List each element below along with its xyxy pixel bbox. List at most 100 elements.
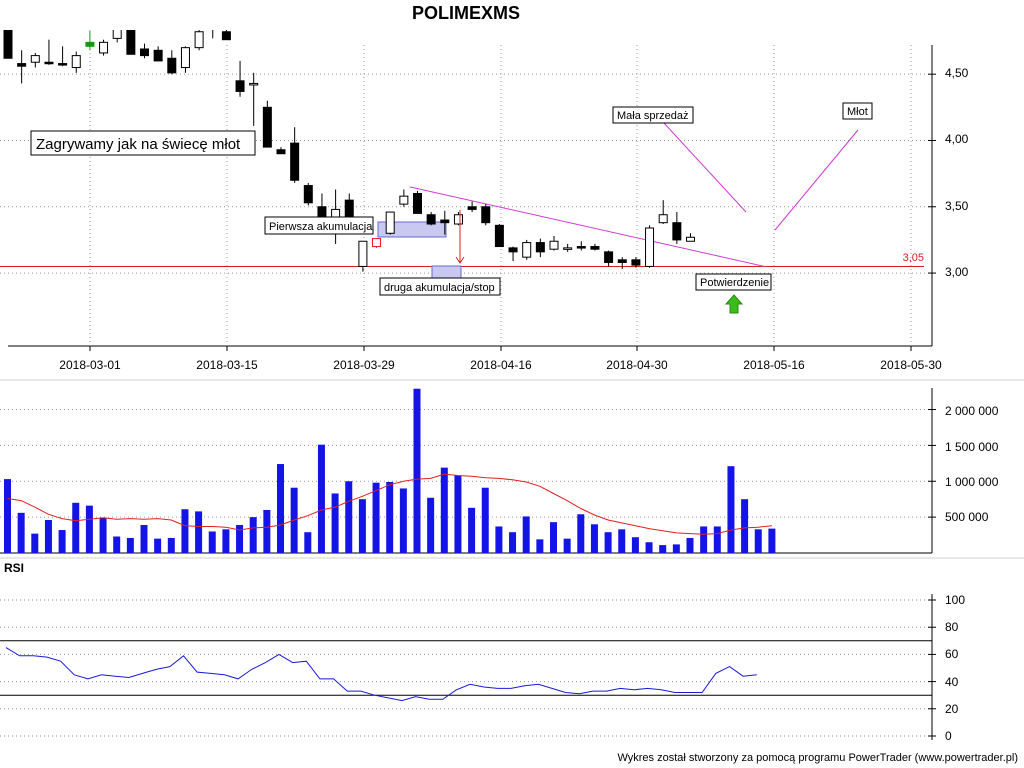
candle-body [276,149,286,155]
candle-body [658,214,668,224]
price-panel: 3,00 3,50 4,00 4,50 2018-03-01 2018-03-1… [0,21,969,372]
rsi-y-tick: 80 [945,620,959,634]
volume-bar [645,542,653,553]
price-y-tick: 3,50 [945,199,969,213]
volume-panel: 500 000 1 000 000 1 500 000 2 000 000 [0,379,1024,554]
volume-bars [4,388,776,553]
annotation-mala-sprzedaz: Mała sprzedaż [612,106,694,124]
candle-body [44,61,54,65]
rsi-grid [0,599,936,737]
annotation-druga-akumulacja: druga akumulacja/stop [379,277,501,296]
volume-bar [522,516,530,553]
annotation-zagrywamy-text: Zagrywamy jak na świecę młot [36,136,241,153]
volume-bar [304,532,312,553]
rsi-y-tick: 60 [945,647,959,661]
price-y-tick: 4,50 [945,66,969,80]
volume-bar [590,524,598,553]
accumulation-box-1 [377,221,447,238]
rsi-y-tick: 0 [945,729,952,743]
volume-bar [686,537,694,553]
volume-bar [413,388,421,553]
volume-bar [58,530,66,553]
pointer-line-mlot [774,129,859,231]
annotation-potwierdzenie: Potwierdzenie [695,273,772,291]
support-label: 3,05 [903,252,924,264]
accumulation-box-2 [431,265,462,280]
candle-body [290,142,300,181]
rsi-y-tick: 40 [945,675,959,689]
volume-y-tick: 500 000 [945,510,989,524]
candle-body [112,30,122,39]
volume-bar [427,497,435,553]
candle-body [522,242,532,258]
volume-bar [126,537,134,553]
candle-body [249,82,259,86]
annotation-zagrywamy: Zagrywamy jak na świecę młot [30,130,256,156]
rsi-title: RSI [4,561,24,575]
candle-body [631,259,641,266]
volume-bar [672,544,680,553]
volume-bar [454,475,462,553]
volume-bar [167,537,175,553]
candle-body [440,219,450,224]
rsi-levels [0,640,932,696]
volume-grid [0,409,936,518]
chart-title: POLIMEXMS [412,3,520,23]
candle-body [372,238,382,248]
volume-bar [727,466,735,553]
volume-y-tick: 1 500 000 [945,440,999,454]
volume-bar [754,529,762,553]
candle-body [153,49,163,62]
candle-body [672,222,682,241]
volume-bar [509,532,517,553]
volume-y-tick: 2 000 000 [945,404,999,418]
candle-body [549,240,559,250]
candle-body [303,185,313,204]
candle-body [167,57,177,74]
volume-bar [4,479,11,553]
volume-bar [236,525,244,553]
trendline [409,186,765,267]
candles [3,21,695,272]
candle-body [58,63,68,66]
volume-bar [563,538,571,553]
x-tick: 2018-03-29 [333,358,395,372]
volume-bar [113,536,121,553]
rsi-line [5,647,757,702]
volume-bar [372,482,380,553]
candle-body [331,208,341,218]
rsi-y-tick-labels: 0 20 40 60 80 100 [945,593,965,743]
volume-bar [222,529,230,553]
volume-bar [386,481,394,553]
volume-bar [181,509,189,553]
candle-body [481,206,491,224]
volume-bar [550,522,557,553]
rsi-panel: RSI 0 20 40 60 80 100 [0,557,1024,743]
stop-arrow-icon [455,210,465,264]
volume-bar [577,514,585,553]
volume-bar [263,509,271,553]
candle-body [604,251,614,263]
candle-body [385,211,395,234]
green-up-arrow-icon [724,294,744,314]
volume-bar [44,520,52,553]
candle-body [85,41,95,47]
candle-body [209,21,217,24]
candle-body [413,193,422,214]
volume-bar [154,538,162,553]
volume-bar [618,529,626,553]
candle-body [686,236,695,242]
candle-body [645,227,655,267]
volume-bar [331,493,339,553]
volume-bar [631,537,639,553]
annotation-mlot: Młot [842,102,873,120]
candle-body [617,259,627,263]
footer-credit: Wykres został stworzony za pomocą progra… [617,752,1018,764]
x-tick: 2018-04-16 [470,358,532,372]
candle-body [71,55,81,69]
volume-bar [481,487,489,553]
candle-body [535,242,545,253]
candle-body [358,240,368,267]
volume-bar [277,464,284,553]
volume-bar [31,533,39,553]
